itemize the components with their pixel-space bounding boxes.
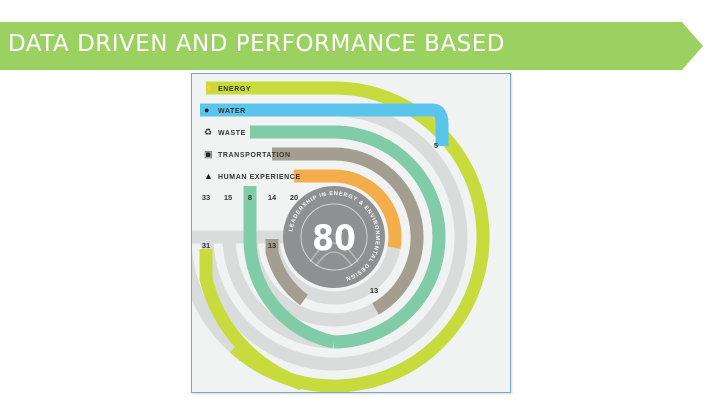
earned-marker-human-experience: 13: [370, 286, 378, 295]
max-points-transportation: 14: [268, 193, 277, 202]
earned-marker-transportation: 13: [268, 241, 276, 250]
human-experience-earned-arc: [294, 169, 402, 249]
energy-left-segment: [199, 249, 305, 391]
person-walking-icon: ▲: [204, 171, 213, 181]
max-points-human-experience: 20: [290, 193, 298, 202]
earned-points-energy: 31: [202, 241, 210, 250]
waste-left-segment: [243, 186, 257, 238]
slide-title: DATA DRIVEN AND PERFORMANCE BASED: [8, 31, 506, 57]
transportation-earned-arc: [272, 147, 424, 315]
seal-leaf-icon: [309, 242, 359, 267]
header-row-transportation: ▣ TRANSPORTATION: [204, 149, 291, 159]
label-human-experience: HUMAN EXPERIENCE: [218, 174, 301, 181]
lightning-icon: ⚡: [204, 82, 215, 94]
seal-inner-ring: [300, 203, 368, 271]
header-row-water: ● WATER: [204, 105, 246, 115]
waste-earned-arc: [250, 125, 446, 349]
label-energy: ENERGY: [218, 86, 251, 93]
banner-arrow-shape: [0, 22, 703, 70]
leed-score-diagram: LEADERSHIP IN ENERGY & ENVIRONMENTAL DES…: [191, 73, 511, 393]
header-row-waste: ♻ WASTE: [204, 127, 246, 137]
earned-points-transportation: 13: [268, 241, 276, 250]
possible-points-track: [200, 103, 468, 371]
car-icon: ▣: [204, 149, 213, 159]
earned-marker-energy: 31: [202, 241, 210, 250]
droplet-icon: ●: [204, 105, 209, 115]
transportation-left-segment: [265, 239, 309, 306]
earned-points-waste: 8: [248, 193, 252, 202]
leed-seal: LEADERSHIP IN ENERGY & ENVIRONMENTAL DES…: [283, 186, 385, 288]
header-row-human-experience: ▲ HUMAN EXPERIENCE: [204, 171, 301, 181]
max-points-waste: 15: [224, 193, 232, 202]
earned-points-water: 5: [434, 141, 438, 150]
earned-marker-waste: 8: [248, 193, 252, 202]
label-water: WATER: [218, 108, 246, 115]
label-waste: WASTE: [218, 130, 246, 137]
earned-points-human-experience: 13: [370, 286, 378, 295]
waste-bottom-segment: [243, 236, 336, 349]
radial-bar-chart: LEADERSHIP IN ENERGY & ENVIRONMENTAL DES…: [192, 81, 490, 392]
earned-marker-water: 5: [434, 141, 438, 150]
header-row-energy: ⚡ ENERGY: [204, 82, 251, 94]
water-earned-bar: [200, 103, 449, 146]
max-points-energy: 33: [202, 193, 210, 202]
seal-disc: [283, 186, 385, 288]
seal-score: 80: [312, 219, 356, 259]
label-transportation: TRANSPORTATION: [218, 152, 291, 159]
recycle-icon: ♻: [204, 127, 212, 137]
title-banner: DATA DRIVEN AND PERFORMANCE BASED: [0, 22, 703, 70]
